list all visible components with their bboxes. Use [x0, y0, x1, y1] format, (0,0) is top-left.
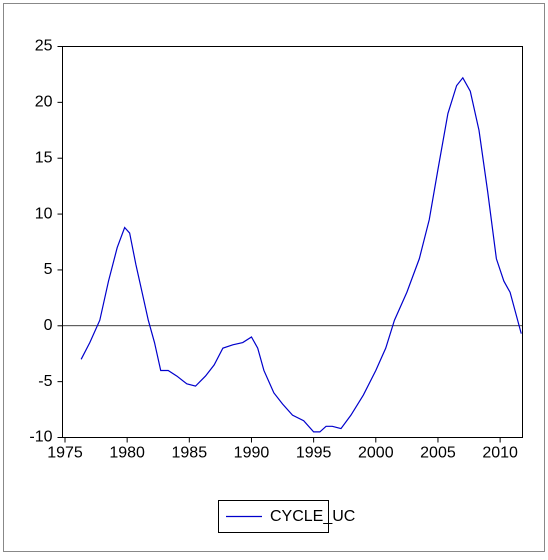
series-line [80, 76, 522, 433]
x-tick-label: 2005 [420, 445, 456, 462]
x-tick-label: 2000 [358, 445, 394, 462]
outer-frame [3, 3, 545, 552]
y-tick-label: 5 [44, 261, 53, 278]
x-tick-label: 1980 [109, 445, 145, 462]
y-tick-label: -10 [29, 429, 52, 446]
x-tick-label: 1985 [172, 445, 208, 462]
x-tick-label: 2010 [482, 445, 518, 462]
y-tick-label: 25 [35, 38, 53, 55]
x-tick-label: 1990 [234, 445, 270, 462]
y-tick-label: 0 [44, 317, 53, 334]
y-tick-label: 15 [35, 149, 53, 166]
y-tick-label: -5 [38, 373, 52, 390]
y-tick-label: 20 [35, 94, 53, 111]
legend-label: CYCLE_UC [270, 508, 355, 525]
y-tick-label: 10 [35, 205, 53, 222]
x-tick-label: 1975 [47, 445, 83, 462]
x-tick-label: 1995 [296, 445, 332, 462]
plot-frame [62, 46, 523, 438]
